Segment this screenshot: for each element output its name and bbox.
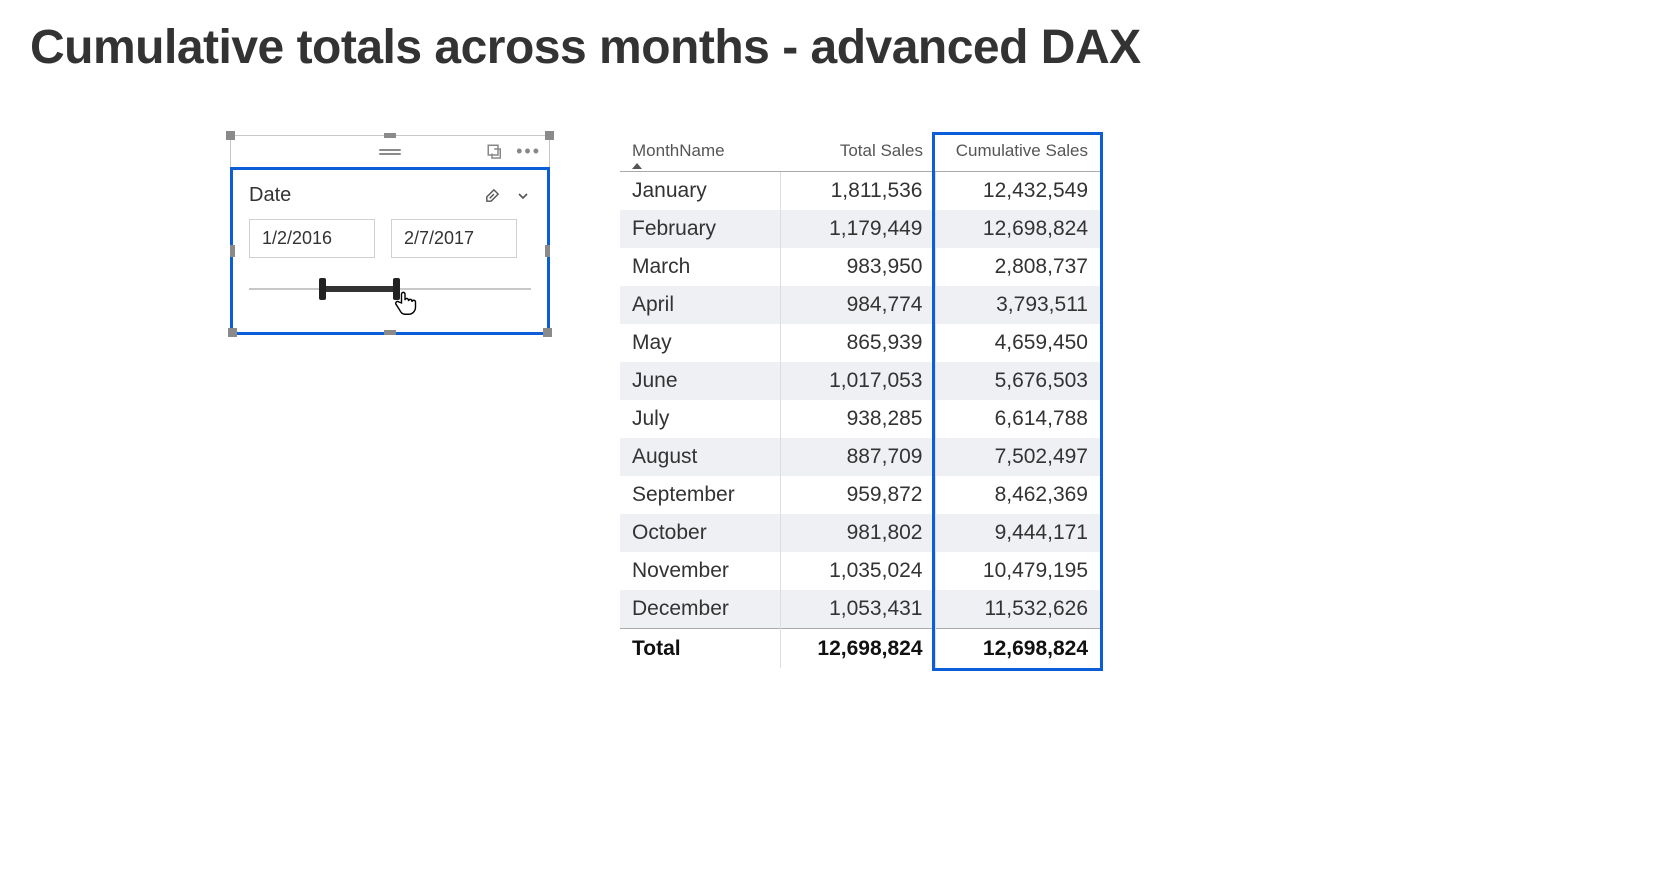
month-cell: December xyxy=(620,590,780,629)
sales-table: MonthName Total Sales Cumulative Sales J… xyxy=(620,135,1100,668)
total-row: Total 12,698,824 12,698,824 xyxy=(620,629,1100,669)
chevron-down-icon[interactable] xyxy=(515,188,531,204)
resize-handle[interactable] xyxy=(384,133,396,138)
month-cell: April xyxy=(620,286,780,324)
cumulative-sales-cell: 5,676,503 xyxy=(935,362,1100,400)
resize-handle[interactable] xyxy=(543,328,552,337)
resize-handle[interactable] xyxy=(545,131,554,140)
column-header-total-sales[interactable]: Total Sales xyxy=(780,135,935,172)
sort-asc-icon xyxy=(632,163,642,169)
cumulative-sales-cell: 10,479,195 xyxy=(935,552,1100,590)
column-header-cumulative-sales[interactable]: Cumulative Sales xyxy=(935,135,1100,172)
cumulative-sales-cell: 3,793,511 xyxy=(935,286,1100,324)
table-row: February1,179,44912,698,824 xyxy=(620,210,1100,248)
month-cell: August xyxy=(620,438,780,476)
end-date-input[interactable]: 2/7/2017 xyxy=(391,219,517,258)
column-header-month[interactable]: MonthName xyxy=(620,135,780,172)
cumulative-sales-cell: 12,698,824 xyxy=(935,210,1100,248)
total-sales-cell: 887,709 xyxy=(780,438,935,476)
cumulative-sales-cell: 4,659,450 xyxy=(935,324,1100,362)
total-sales-cell: 959,872 xyxy=(780,476,935,514)
month-cell: January xyxy=(620,172,780,211)
slider-handle-end[interactable] xyxy=(393,278,400,300)
table-row: November1,035,02410,479,195 xyxy=(620,552,1100,590)
slider-handle-start[interactable] xyxy=(319,278,326,300)
month-cell: February xyxy=(620,210,780,248)
resize-handle[interactable] xyxy=(384,330,396,335)
total-sales-cell: 865,939 xyxy=(780,324,935,362)
table-row: October981,8029,444,171 xyxy=(620,514,1100,552)
total-sales-cell: 1,179,449 xyxy=(780,210,935,248)
resize-handle[interactable] xyxy=(545,245,550,257)
focus-mode-icon[interactable] xyxy=(486,143,504,161)
total-sales-cell: 1,811,536 xyxy=(780,172,935,211)
clear-selections-icon[interactable] xyxy=(484,187,501,204)
month-cell: September xyxy=(620,476,780,514)
table-row: August887,7097,502,497 xyxy=(620,438,1100,476)
table-row: April984,7743,793,511 xyxy=(620,286,1100,324)
start-date-input[interactable]: 1/2/2016 xyxy=(249,219,375,258)
drag-grip-icon[interactable] xyxy=(379,149,401,155)
column-header-label: Total Sales xyxy=(840,141,923,160)
month-cell: March xyxy=(620,248,780,286)
month-cell: June xyxy=(620,362,780,400)
slicer-field-label: Date xyxy=(249,184,291,207)
visual-header: ••• xyxy=(230,135,550,167)
cumulative-sales-cell: 8,462,369 xyxy=(935,476,1100,514)
column-header-label: Cumulative Sales xyxy=(956,141,1088,160)
cumulative-sales-cell: 12,432,549 xyxy=(935,172,1100,211)
table-row: July938,2856,614,788 xyxy=(620,400,1100,438)
slider-fill xyxy=(322,286,395,292)
date-range-slider[interactable] xyxy=(249,280,531,298)
resize-handle[interactable] xyxy=(228,328,237,337)
resize-handle[interactable] xyxy=(226,131,235,140)
total-sales-cell: 1,053,431 xyxy=(780,590,935,629)
more-options-icon[interactable]: ••• xyxy=(516,141,541,162)
cumulative-sales-cell: 11,532,626 xyxy=(935,590,1100,629)
month-cell: May xyxy=(620,324,780,362)
total-sales-cell: 1,017,053 xyxy=(780,362,935,400)
sales-table-visual[interactable]: MonthName Total Sales Cumulative Sales J… xyxy=(620,135,1100,668)
cumulative-sales-cell: 2,808,737 xyxy=(935,248,1100,286)
table-row: December1,053,43111,532,626 xyxy=(620,590,1100,629)
table-row: May865,9394,659,450 xyxy=(620,324,1100,362)
resize-handle[interactable] xyxy=(230,245,235,257)
cumulative-sales-cell: 9,444,171 xyxy=(935,514,1100,552)
table-row: March983,9502,808,737 xyxy=(620,248,1100,286)
table-row: September959,8728,462,369 xyxy=(620,476,1100,514)
month-cell: November xyxy=(620,552,780,590)
total-label: Total xyxy=(620,629,780,669)
total-sales-cell: 1,035,024 xyxy=(780,552,935,590)
page-title: Cumulative totals across months - advanc… xyxy=(30,20,1650,75)
total-sales-cell: 938,285 xyxy=(780,400,935,438)
cumulative-sales-cell: 7,502,497 xyxy=(935,438,1100,476)
total-sales-cell: 981,802 xyxy=(780,514,935,552)
column-header-label: MonthName xyxy=(632,141,725,160)
total-sales-total: 12,698,824 xyxy=(780,629,935,669)
date-slicer-visual[interactable]: ••• Date xyxy=(230,135,550,335)
total-sales-cell: 983,950 xyxy=(780,248,935,286)
table-row: January1,811,53612,432,549 xyxy=(620,172,1100,211)
table-row: June1,017,0535,676,503 xyxy=(620,362,1100,400)
total-sales-cell: 984,774 xyxy=(780,286,935,324)
month-cell: July xyxy=(620,400,780,438)
cumulative-sales-cell: 6,614,788 xyxy=(935,400,1100,438)
cumulative-sales-total: 12,698,824 xyxy=(935,629,1100,669)
month-cell: October xyxy=(620,514,780,552)
